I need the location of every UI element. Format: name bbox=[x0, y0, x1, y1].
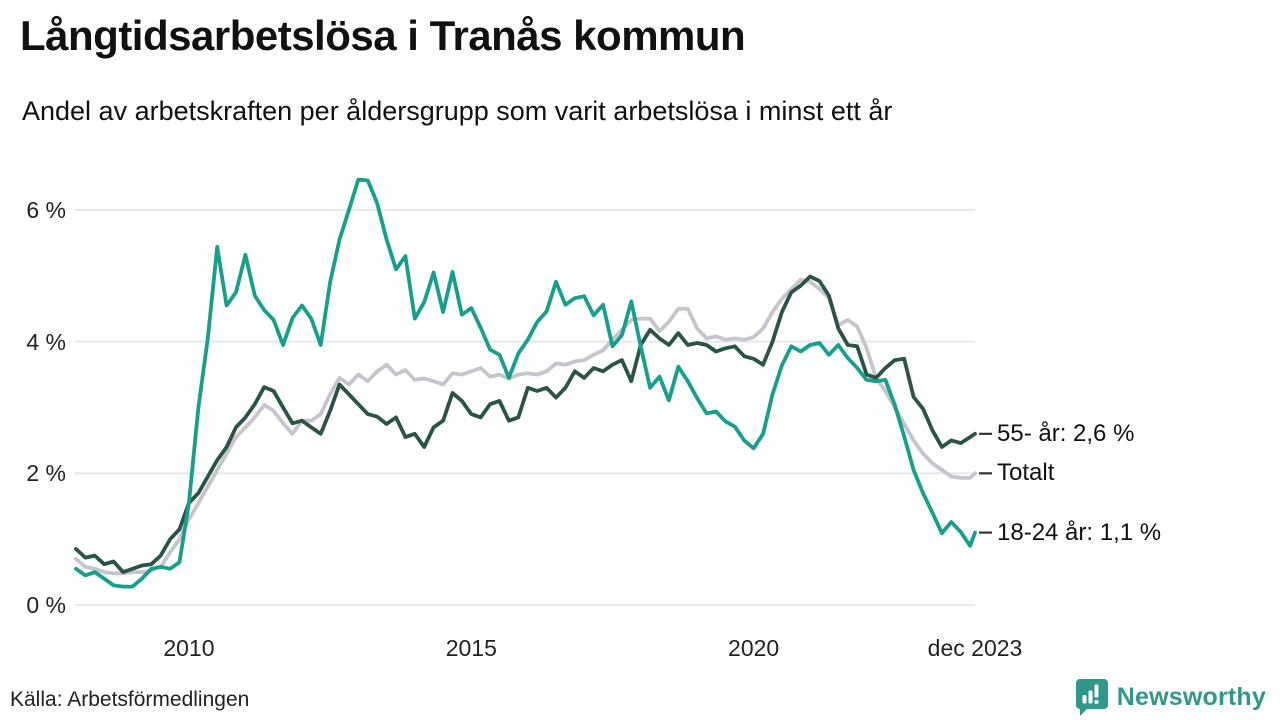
x-axis-tick-label: dec 2023 bbox=[927, 635, 1023, 661]
y-axis-tick-label: 2 % bbox=[26, 460, 66, 487]
y-axis-tick-label: 0 % bbox=[26, 592, 66, 618]
page-title: Långtidsarbetslösa i Tranås kommun bbox=[20, 12, 746, 59]
newsworthy-logo-icon bbox=[1075, 679, 1108, 716]
page-subtitle: Andel av arbetskraften per åldersgrupp s… bbox=[22, 96, 893, 126]
y-axis-tick-label: 4 % bbox=[26, 328, 66, 355]
newsworthy-brand: Newsworthy bbox=[1075, 678, 1266, 716]
series-line-18-24 bbox=[74, 177, 977, 589]
x-axis-tick-label: 2015 bbox=[445, 635, 497, 661]
series-end-label-18-24: 18-24 år: 1,1 % bbox=[997, 518, 1162, 546]
series-end-label-55: 55- år: 2,6 % bbox=[997, 419, 1135, 447]
x-axis-tick-label: 2010 bbox=[163, 635, 215, 661]
series-end-label-totalt: Totalt bbox=[997, 459, 1055, 487]
series-line-55 bbox=[74, 274, 977, 574]
newsworthy-wordmark: Newsworthy bbox=[1116, 682, 1266, 711]
y-axis-tick-label: 6 % bbox=[26, 197, 66, 223]
x-axis-tick-label: 2020 bbox=[728, 635, 780, 661]
source-note: Källa: Arbetsförmedlingen bbox=[10, 688, 250, 711]
